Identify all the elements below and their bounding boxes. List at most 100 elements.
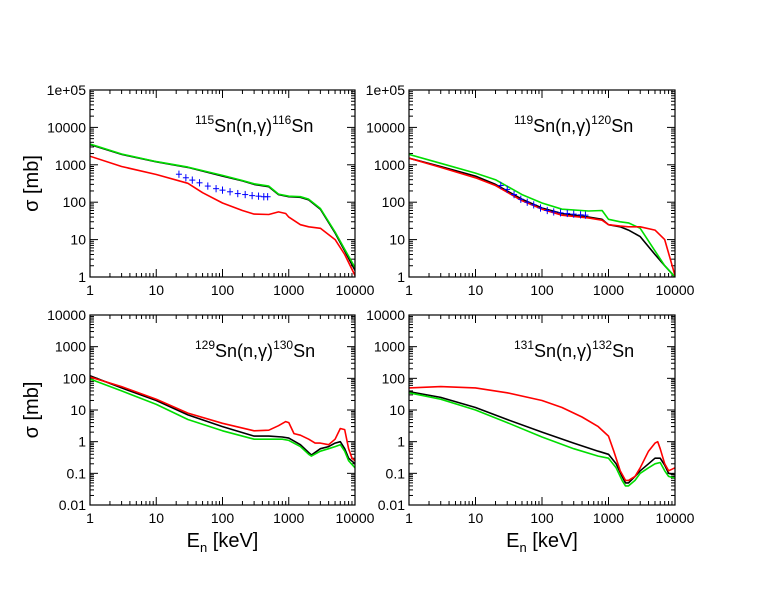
x-tick-label: 1000 — [273, 510, 304, 526]
y-tick-label: 1 — [397, 269, 405, 285]
x-label-main: E — [506, 530, 519, 552]
chart-panel-1: 1 10 100 1000 100001101001000100001e+05115Sn… — [21, 82, 375, 298]
x-tick-label: 1 — [86, 510, 94, 526]
y-tick-label: 10 — [389, 232, 405, 248]
x-tick-label: 1000 — [593, 282, 624, 298]
x-tick-label: 1000 — [593, 510, 624, 526]
y-tick-label: 100 — [382, 194, 406, 210]
chart-panel-3: 1 10 100 1000 10000 0.01 0.1 1 10 100 1000 10000 129… — [21, 307, 375, 555]
chart-panel-4: 1 10 100 1000 10000 0.01 0.1 1 10 100 1000 10000 131… — [366, 307, 695, 555]
title-superscript-b: 120 — [591, 113, 611, 127]
experimental-data-experiment — [497, 181, 589, 219]
x-label-subscript: n — [200, 540, 207, 555]
y-tick-label: 10000 — [366, 307, 405, 323]
y-tick-label: 1 — [397, 434, 405, 450]
title-reaction: Sn(n,γ) — [215, 341, 273, 361]
panel-title: 115Sn(n,γ)116Sn — [195, 113, 313, 136]
y-tick-label: 0.1 — [67, 465, 87, 481]
series-group — [90, 375, 355, 469]
x-tick-label: 1 — [405, 510, 413, 526]
y-tick-label: 10 — [70, 402, 86, 418]
y-tick-label: 1000 — [55, 157, 86, 173]
series-line-red — [409, 385, 675, 482]
y-tick-label: 0.01 — [59, 497, 86, 513]
x-tick-label: 1 — [86, 282, 94, 298]
x-tick-label: 100 — [211, 282, 235, 298]
chart-panel-2: 1 10 100 1000 100001101001000100001e+05119Sn… — [366, 82, 695, 298]
plot-frame — [89, 314, 356, 506]
y-tick-label: 10000 — [47, 119, 86, 135]
series-group — [90, 143, 355, 276]
x-tick-label: 10 — [468, 510, 484, 526]
title-product: Sn — [291, 116, 313, 136]
x-tick-label: 10 — [148, 282, 164, 298]
panel-title: 129Sn(n,γ)130Sn — [195, 338, 315, 361]
y-tick-label: 0.1 — [386, 465, 406, 481]
y-tick-label: 10 — [70, 232, 86, 248]
x-tick-label: 10 — [468, 282, 484, 298]
experimental-data-experiment — [175, 170, 271, 201]
x-label-unit: [keV] — [207, 530, 258, 552]
x-tick-label: 10 — [148, 510, 164, 526]
x-label-main: E — [187, 530, 200, 552]
y-tick-label: 100 — [382, 370, 406, 386]
series-line-black — [409, 390, 675, 484]
title-reaction: Sn(n,γ) — [214, 116, 272, 136]
y-tick-label: 1e+05 — [47, 82, 87, 98]
series-line-red — [90, 376, 355, 462]
y-tick-label: 100 — [63, 370, 87, 386]
title-superscript-b: 130 — [273, 338, 293, 352]
x-tick-label: 100 — [530, 510, 554, 526]
y-tick-label: 1000 — [55, 339, 86, 355]
panel-title: 119Sn(n,γ)120Sn — [514, 113, 633, 136]
y-tick-label: 1000 — [374, 339, 405, 355]
y-tick-label: 1 — [78, 269, 86, 285]
x-tick-label: 100 — [530, 282, 554, 298]
title-reaction: Sn(n,γ) — [534, 341, 592, 361]
title-product: Sn — [612, 341, 634, 361]
y-tick-label: 1000 — [374, 157, 405, 173]
plot-frame — [89, 89, 356, 278]
plot-frame — [408, 314, 676, 506]
y-tick-label: 0.01 — [378, 497, 405, 513]
title-superscript-a: 131 — [514, 338, 534, 352]
y-tick-label: 10000 — [366, 119, 405, 135]
x-label-subscript: n — [519, 540, 526, 555]
y-tick-label: 10000 — [47, 307, 86, 323]
series-line-red — [90, 155, 355, 276]
x-tick-label: 1000 — [273, 282, 304, 298]
title-reaction: Sn(n,γ) — [533, 116, 591, 136]
x-axis-label: En [keV] — [187, 530, 259, 555]
x-tick-label: 10000 — [656, 510, 695, 526]
plot-frame — [408, 89, 676, 278]
y-tick-label: 10 — [389, 402, 405, 418]
title-superscript-a: 115 — [195, 113, 214, 127]
title-product: Sn — [293, 341, 315, 361]
x-label-unit: [keV] — [527, 530, 578, 552]
series-line-green — [409, 153, 675, 277]
series-line-black — [90, 143, 355, 271]
title-superscript-a: 119 — [514, 113, 533, 127]
series-line-green — [90, 378, 355, 469]
series-line-black — [90, 375, 355, 465]
x-tick-label: 10000 — [656, 282, 695, 298]
y-tick-label: 100 — [63, 194, 87, 210]
series-line-black — [409, 157, 675, 277]
y-axis-label: σ [mb] — [21, 382, 43, 439]
title-superscript-a: 129 — [195, 338, 215, 352]
series-line-green — [409, 392, 675, 487]
x-tick-label: 10000 — [336, 510, 375, 526]
title-superscript-b: 116 — [272, 113, 291, 127]
y-axis-label: σ [mb] — [21, 155, 43, 212]
series-line-red — [409, 157, 675, 276]
x-tick-label: 100 — [211, 510, 235, 526]
title-product: Sn — [611, 116, 633, 136]
x-tick-label: 1 — [405, 282, 413, 298]
title-superscript-b: 132 — [592, 338, 612, 352]
series-group — [409, 385, 675, 487]
x-axis-label: En [keV] — [506, 530, 578, 555]
x-tick-label: 10000 — [336, 282, 375, 298]
y-tick-label: 1e+05 — [366, 82, 406, 98]
series-line-green — [90, 143, 355, 268]
